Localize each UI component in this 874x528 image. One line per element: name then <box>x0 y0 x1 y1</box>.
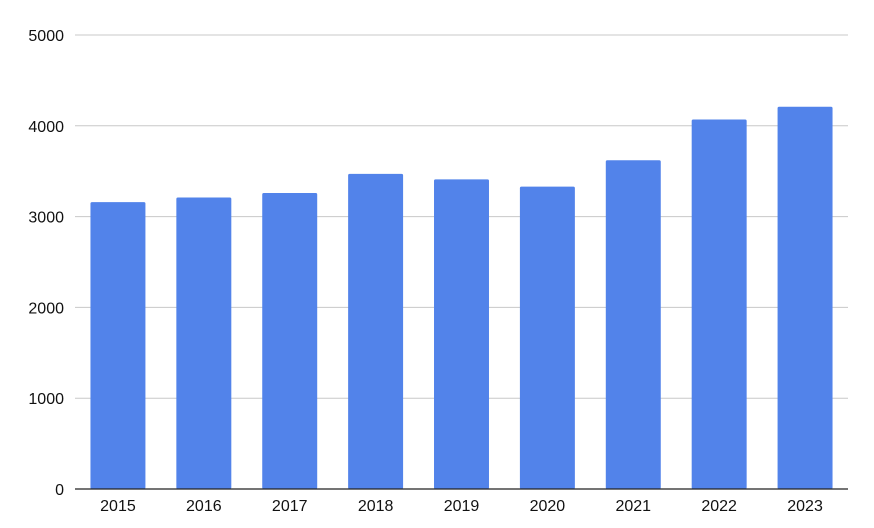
x-tick-label: 2022 <box>701 498 737 515</box>
bar-2016[interactable] <box>176 197 232 490</box>
x-axis: 2015 2016 2017 2018 2019 2020 2021 2022 2023 <box>75 488 848 515</box>
x-tick-label: 2020 <box>530 498 566 515</box>
bar-2020[interactable] <box>519 186 575 490</box>
y-tick-label: 4000 <box>28 119 64 136</box>
y-tick-label: 5000 <box>28 28 64 45</box>
y-tick-label: 0 <box>55 482 64 499</box>
bars <box>90 106 833 490</box>
y-tick-label: 2000 <box>28 300 64 317</box>
x-tick-label: 2019 <box>444 498 480 515</box>
bar-2018[interactable] <box>348 173 404 489</box>
x-tick-label: 2021 <box>615 498 651 515</box>
bar-2017[interactable] <box>262 192 318 489</box>
bar-2019[interactable] <box>434 179 489 489</box>
x-tick-label: 2015 <box>100 498 136 515</box>
x-tick-label: 2018 <box>358 498 394 515</box>
y-axis: 0 1000 2000 3000 4000 5000 <box>28 28 64 499</box>
x-tick-label: 2023 <box>787 498 823 515</box>
x-tick-label: 2017 <box>272 498 308 515</box>
bar-2022[interactable] <box>691 119 747 489</box>
bar-2021[interactable] <box>605 160 661 489</box>
x-tick-label: 2016 <box>186 498 222 515</box>
y-tick-label: 1000 <box>28 391 64 408</box>
y-tick-label: 3000 <box>28 210 64 227</box>
bar-2015[interactable] <box>90 202 146 489</box>
bar-2023[interactable] <box>777 106 833 490</box>
